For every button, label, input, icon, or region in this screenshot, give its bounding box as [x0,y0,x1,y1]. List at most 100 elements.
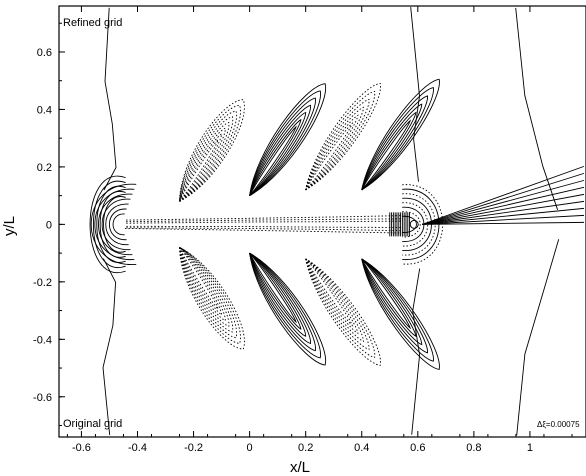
x-tick-label: 0 [247,442,253,454]
centerline-wake [126,218,403,223]
lower-wave-negative [305,258,381,366]
upper-wave-positive [361,119,412,191]
upper-wave-negative [305,82,381,191]
x-tick-label: 0.4 [354,442,369,454]
lower-wave-negative [179,246,241,344]
upper-wave-negative [179,121,230,202]
upper-wave-negative [305,122,354,191]
x-tick-label: -0.4 [128,442,147,454]
lower-wave-negative [179,247,223,316]
lower-wave-negative [179,246,234,333]
y-axis-label: y/L [1,216,18,236]
lower-wave-positive [249,252,327,366]
centerline-wake [124,227,402,234]
lower-wave-positive [361,258,412,330]
lower-wave-positive [249,252,316,352]
stern-contour [402,206,425,242]
x-tick-label: 1 [527,442,533,454]
upper-right-line [515,7,559,210]
bow-contour [90,183,137,265]
lower-right-line [516,239,560,436]
upper-wave-negative [305,114,359,191]
left-boundary-line [103,7,117,191]
upper-wave-negative [179,99,245,202]
bow-contour [112,213,125,236]
bow-outer-contour [99,191,126,258]
centerline-wake [126,215,403,221]
lower-wave-negative [179,246,230,327]
x-tick-label: -0.6 [72,442,91,454]
upper-wave-negative [179,110,238,202]
bow-contour [109,208,127,241]
lower-wave-negative [179,247,226,322]
upper-wave-positive [249,97,316,197]
x-tick-label: 0.6 [410,442,425,454]
stern-ray [422,179,585,225]
upper-wave-negative [179,104,241,202]
upper-wave-positive [249,125,297,196]
bow-outer-contour [103,196,126,253]
lower-wave-positive [361,258,417,338]
lower-wave-negative [179,246,245,350]
bow-contour [105,203,129,246]
y-tick-label: 0.6 [37,47,52,59]
bow-contour [94,188,135,260]
bow-contour [98,193,133,255]
upper-wave-positive [249,118,302,196]
upper-wave-negative [305,90,376,191]
upper-wave-positive [249,104,312,197]
y-tick-label: -0.4 [33,334,52,346]
annotation-contour-interval: Δξ=0.00075 [537,420,580,429]
upper-wave-positive [249,83,327,197]
lower-wave-positive [249,252,307,337]
bow-outer-contour [93,180,126,269]
stern-ray [422,221,585,225]
stern-contour [402,193,436,256]
annotation-refined-grid: Refined grid [63,17,122,29]
centerline-wake [126,225,403,228]
lower-wave-positive [361,258,423,346]
stern-contour [402,211,421,238]
lower-wave-negative [305,258,359,335]
lower-wave-negative [305,258,364,343]
x-tick-label: -0.2 [184,442,203,454]
stern-ray [422,193,585,225]
x-axis-ticks: -0.6 -0.4 -0.2 0 0.2 0.4 0.6 0.8 1 [66,6,573,454]
lower-wave-negative [305,258,376,358]
upper-wave-positive [361,95,429,191]
upper-wave-negative [179,138,219,202]
upper-wave-positive [361,103,423,191]
upper-wave-negative [305,106,364,191]
centerline-wake [126,227,403,232]
y-tick-label: 0.2 [37,162,52,174]
lower-wave-negative [305,258,370,350]
upper-wave-positive [361,87,434,191]
stern-center-marker [409,219,419,229]
x-axis-label: x/L [290,459,310,476]
bow-outer-contour [96,185,126,263]
stern-ray [422,207,585,225]
stern-ray [422,186,585,225]
upper-wave-positive [249,90,321,197]
plot-frame [58,5,586,438]
x-tick-label: 0.2 [298,442,313,454]
lower-wave-positive [361,258,429,354]
lower-wave-negative [305,258,354,327]
upper-wave-negative [179,116,234,202]
y-tick-label: -0.6 [33,392,52,404]
centerline-wake [126,220,402,224]
upper-wave-negative [305,98,370,191]
upper-wave-positive [249,111,307,196]
x-tick-label: 0.8 [466,442,481,454]
lower-outer-line [411,268,421,435]
stern-ray [422,200,585,225]
stern-ray [422,214,585,225]
y-axis-ticks: -0.6 -0.4 -0.2 0 0.2 0.4 0.6 [33,22,65,427]
annotation-original-grid: Original grid [63,418,122,430]
left-boundary-line [102,258,117,436]
upper-wave-negative [179,127,226,202]
bow-contour [101,198,131,251]
y-tick-label: 0.4 [37,104,52,116]
lower-wave-positive [249,252,321,359]
contour-lines [89,7,585,436]
